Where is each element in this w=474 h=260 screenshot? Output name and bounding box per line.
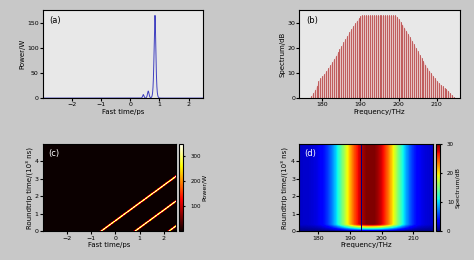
X-axis label: Frequency/THz: Frequency/THz bbox=[340, 242, 392, 248]
Y-axis label: Spectrum/dB: Spectrum/dB bbox=[280, 32, 286, 77]
Y-axis label: Roundtrip time/(10³ ns): Roundtrip time/(10³ ns) bbox=[26, 147, 33, 229]
Y-axis label: Roundtrip time/(10³ ns): Roundtrip time/(10³ ns) bbox=[281, 147, 288, 229]
Y-axis label: Power/W: Power/W bbox=[19, 39, 26, 69]
Y-axis label: Power/W: Power/W bbox=[202, 174, 207, 201]
X-axis label: Fast time/ps: Fast time/ps bbox=[88, 242, 130, 248]
X-axis label: Fast time/ps: Fast time/ps bbox=[102, 109, 144, 115]
Text: (b): (b) bbox=[306, 16, 318, 25]
Y-axis label: Spectrum/dB: Spectrum/dB bbox=[456, 167, 460, 208]
Text: (a): (a) bbox=[49, 16, 61, 25]
Text: (c): (c) bbox=[48, 149, 59, 158]
X-axis label: Frequency/THz: Frequency/THz bbox=[354, 109, 405, 115]
Text: (d): (d) bbox=[305, 149, 317, 158]
